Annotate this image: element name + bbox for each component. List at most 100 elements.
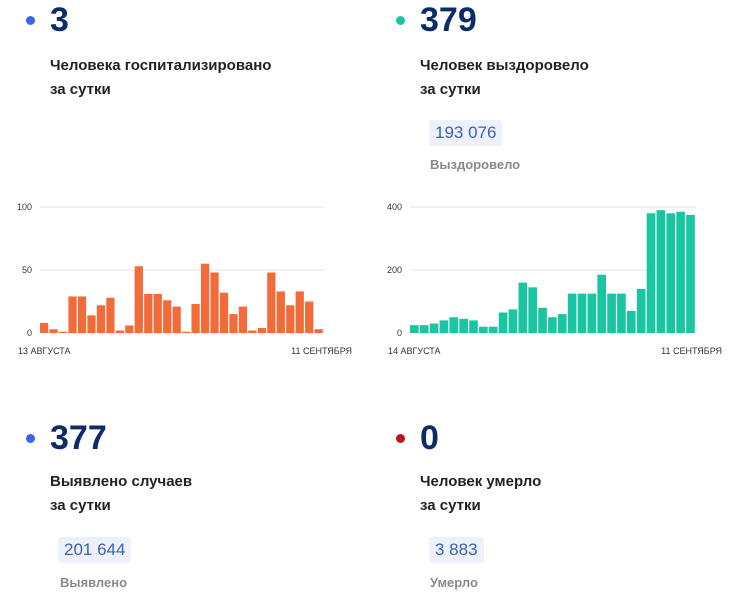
bar (518, 282, 528, 333)
bar (548, 317, 557, 333)
bar (410, 325, 419, 333)
bar (656, 210, 666, 333)
recovered-total-caption: Выздоровело (430, 157, 521, 172)
bar (267, 272, 276, 333)
bar (636, 288, 646, 333)
bar (597, 274, 607, 333)
bar (58, 331, 68, 333)
bar (557, 314, 567, 333)
bar (617, 293, 626, 333)
bar (144, 293, 153, 333)
bar (439, 320, 449, 333)
bar (87, 315, 96, 333)
y-tick-label: 50 (22, 265, 32, 275)
recovered-chart: 0 200 400 14 АВГУСТА 11 СЕНТЯБРЯ (387, 202, 722, 356)
bar (182, 331, 191, 333)
bar (96, 305, 106, 333)
bar (219, 292, 229, 333)
y-tick-label: 200 (387, 265, 402, 275)
bar (163, 300, 172, 333)
y-tick-label: 100 (17, 202, 32, 212)
bar (40, 322, 49, 333)
hospitalized-dot-icon (26, 16, 35, 25)
recovered-line1: Человек выздоровело (420, 57, 589, 74)
died-description: Человек умерло за сутки (420, 470, 720, 518)
bar (429, 323, 439, 333)
bar (577, 293, 587, 333)
bar (528, 287, 538, 333)
detected-dot-icon (26, 434, 35, 443)
recovered-description: Человек выздоровело за сутки (420, 54, 720, 102)
bar (567, 293, 577, 333)
detected-value: 377 (50, 419, 107, 457)
detected-total-badge: 201 644 (58, 537, 132, 563)
x-start-label: 13 АВГУСТА (18, 346, 71, 356)
bar (238, 306, 248, 333)
detected-description: Выявлено случаев за сутки (50, 470, 350, 518)
hospitalized-line1: Человека госпитализировано (50, 57, 272, 74)
bar (229, 314, 238, 333)
bar (686, 214, 695, 333)
bar (607, 293, 616, 333)
bar (68, 296, 77, 333)
bar (538, 307, 547, 333)
recovered-block: 379 Человек выздоровело за сутки 193 076… (372, 0, 744, 190)
died-block: 0 Человек умерло за сутки 3 883 Умерло (372, 418, 744, 594)
bar (469, 320, 478, 333)
bar (676, 211, 685, 333)
detected-line1: Выявлено случаев (50, 473, 193, 490)
died-total-caption: Умерло (430, 575, 478, 590)
bar (125, 325, 134, 333)
died-total-badge: 3 883 (429, 537, 484, 563)
hospitalized-line2: за сутки (50, 81, 111, 98)
bar (479, 326, 488, 333)
detected-block: 377 Выявлено случаев за сутки 201 644 Вы… (0, 418, 372, 594)
hospitalized-chart: 0 50 100 13 АВГУСТА 11 СЕНТЯБРЯ (17, 202, 352, 356)
detected-line2: за сутки (50, 497, 111, 514)
y-tick-label: 0 (27, 328, 32, 338)
x-start-label: 14 АВГУСТА (388, 346, 441, 356)
died-line2: за сутки (420, 497, 481, 514)
bar (626, 310, 636, 333)
bar (248, 330, 257, 333)
bar (314, 329, 323, 333)
bar (666, 213, 676, 333)
died-value: 0 (420, 419, 439, 457)
bar (172, 306, 181, 333)
bar (459, 318, 468, 333)
y-tick-label: 0 (397, 328, 402, 338)
bar (646, 213, 656, 333)
x-end-label: 11 СЕНТЯБРЯ (661, 346, 722, 356)
recovered-value: 379 (420, 1, 477, 39)
bar (106, 297, 115, 333)
bar (498, 312, 508, 333)
y-tick-label: 400 (387, 202, 402, 212)
bar (200, 263, 210, 333)
hospitalized-value: 3 (50, 1, 69, 39)
detected-total-caption: Выявлено (60, 575, 128, 590)
x-end-label: 11 СЕНТЯБРЯ (291, 346, 352, 356)
bar (257, 327, 266, 333)
bar (77, 296, 87, 333)
bar (115, 330, 124, 333)
died-dot-icon (396, 434, 405, 443)
recovered-line2: за сутки (420, 81, 481, 98)
bar (191, 304, 200, 333)
bar (508, 309, 518, 333)
died-line1: Человек умерло (420, 473, 542, 490)
bar (305, 301, 314, 333)
bar (134, 266, 143, 333)
recovered-dot-icon (396, 16, 405, 25)
bar (587, 293, 597, 333)
hospitalized-block: 3 Человека госпитализировано за сутки (0, 0, 372, 190)
recovered-total-badge: 193 076 (429, 120, 503, 146)
bar (295, 291, 304, 333)
bar (286, 305, 295, 333)
bar (49, 329, 58, 333)
bar (210, 272, 219, 333)
bar (449, 317, 459, 333)
bar (276, 291, 285, 333)
bar (419, 325, 429, 333)
bar (153, 293, 162, 333)
hospitalized-description: Человека госпитализировано за сутки (50, 54, 350, 102)
